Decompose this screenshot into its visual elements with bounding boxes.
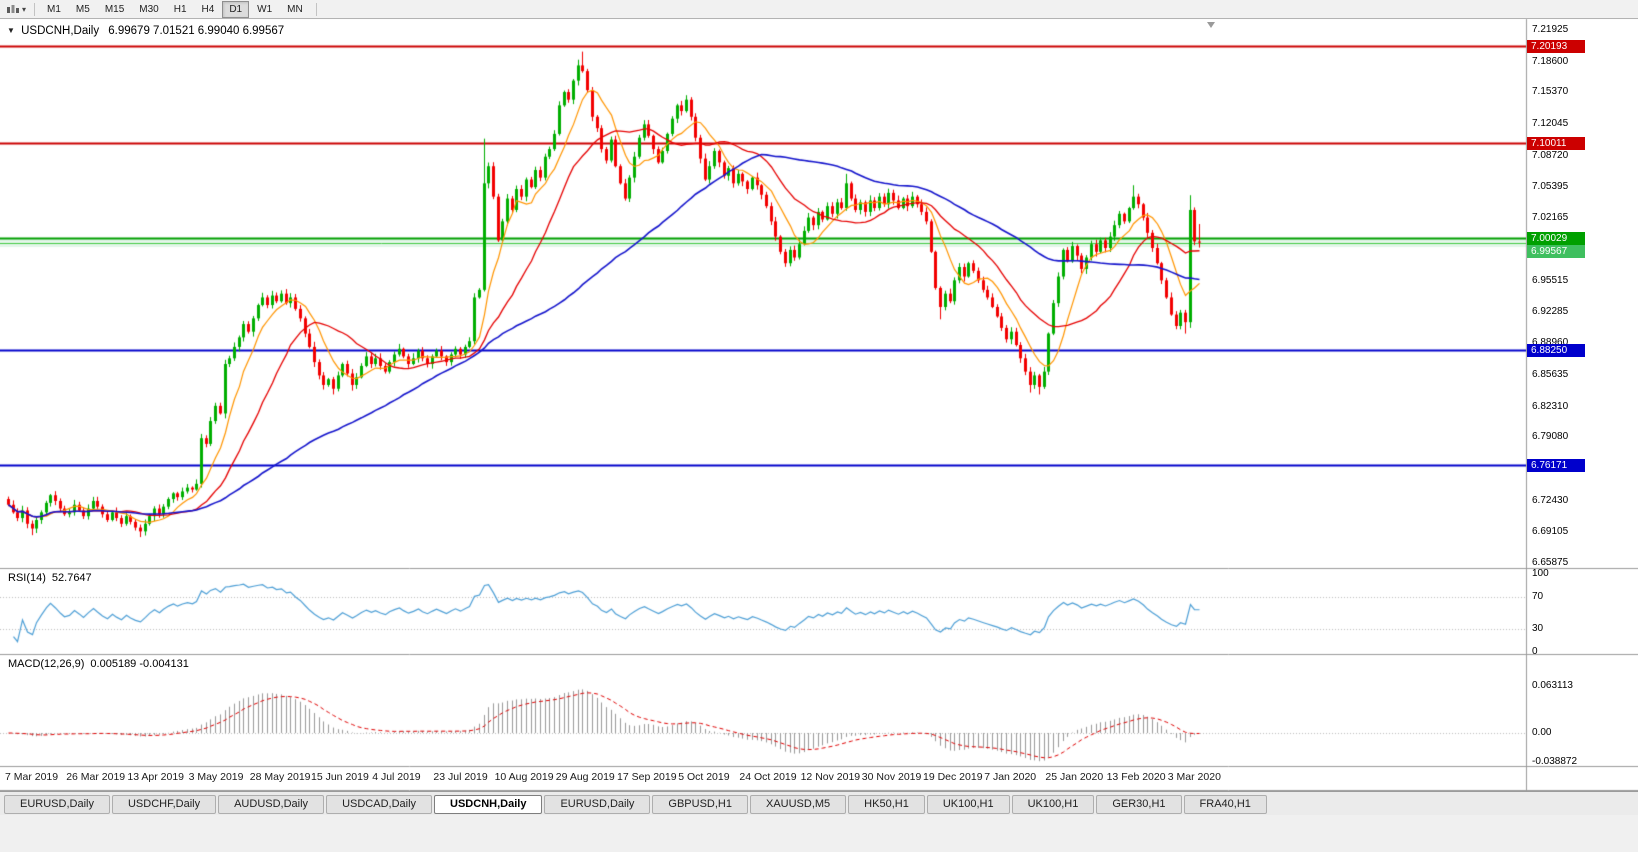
chart-tab-xauusd-m5[interactable]: XAUUSD,M5 [749, 795, 847, 814]
toolbar-separator-2 [315, 2, 317, 16]
chart-tab-uk100-h1[interactable]: UK100,H1 [1011, 795, 1095, 814]
timeframe-button-m5[interactable]: M5 [75, 3, 90, 15]
bottom-filler [0, 815, 1638, 852]
timeframe-button-m1[interactable]: M1 [47, 3, 61, 15]
timeframe-button-h1[interactable]: H1 [173, 3, 187, 15]
chart-tab-ger30-h1[interactable]: GER30,H1 [1096, 795, 1182, 814]
timeframe-button-d1[interactable]: D1 [222, 0, 250, 18]
timeframe-button-mn[interactable]: MN [287, 3, 303, 15]
chart-canvas[interactable] [0, 0, 1638, 791]
timeframe-button-w1[interactable]: W1 [257, 3, 273, 15]
timeframe-button-h4[interactable]: H4 [201, 3, 215, 15]
chart-tab-eurusd-daily[interactable]: EURUSD,Daily [4, 795, 110, 814]
chart-tab-usdcnh-daily[interactable]: USDCNH,Daily [434, 795, 543, 814]
timeframe-toolbar: ▾ M1 M5 M15 M30 H1 H4 D1 W1 MN [0, 0, 1638, 19]
chart-tab-fra40-h1[interactable]: FRA40,H1 [1183, 795, 1267, 814]
dropdown-arrow-icon[interactable]: ▾ [22, 4, 27, 14]
timeframe-buttons: M1 M5 M15 M30 H1 H4 D1 W1 MN [40, 0, 311, 18]
timeframe-button-m30[interactable]: M30 [139, 3, 159, 15]
toolbar-separator [34, 2, 36, 16]
chart-tab-audusd-daily[interactable]: AUDUSD,Daily [218, 795, 325, 814]
chart-type-icon[interactable] [4, 2, 22, 17]
chart-tab-eurusd-daily[interactable]: EURUSD,Daily [544, 795, 651, 814]
chart-tab-hk50-h1[interactable]: HK50,H1 [848, 795, 925, 814]
chart-tab-usdcad-daily[interactable]: USDCAD,Daily [326, 795, 433, 814]
chart-tabs: EURUSD,Daily USDCHF,Daily AUDUSD,Daily USDC… [0, 791, 1638, 815]
timeframe-button-m15[interactable]: M15 [104, 3, 125, 15]
chart-tab-uk100-h1[interactable]: UK100,H1 [926, 795, 1010, 814]
chart-tab-gbpusd-h1[interactable]: GBPUSD,H1 [652, 795, 748, 814]
chart-tab-usdchf-daily[interactable]: USDCHF,Daily [111, 795, 217, 814]
